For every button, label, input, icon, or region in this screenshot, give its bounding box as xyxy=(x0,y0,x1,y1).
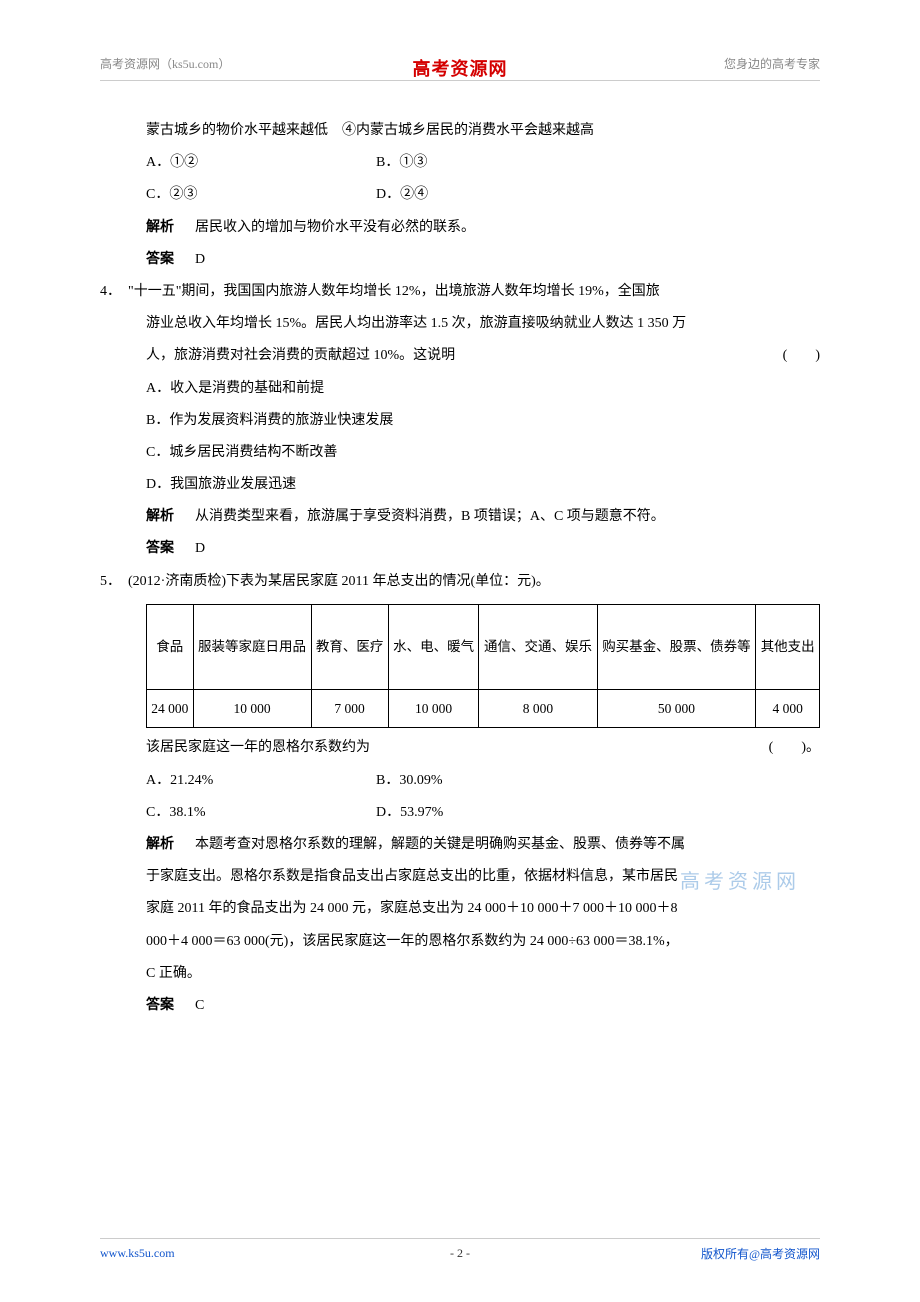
q4-explain-text: 从消费类型来看，旅游属于享受资料消费，B 项错误；A、C 项与题意不符。 xyxy=(195,509,665,524)
q3-answer: 答案 D xyxy=(146,244,820,276)
q5-body: 食品 服装等家庭日用品 教育、医疗 水、电、暖气 通信、交通、娱乐 购买基金、股… xyxy=(100,604,820,1022)
q4-body: 游业总收入年均增长 15%。居民人均出游率达 1.5 次，旅游直接吸纳就业人数达… xyxy=(100,308,820,566)
answer-label: 答案 xyxy=(146,244,174,276)
page-number: - 2 - xyxy=(450,1246,470,1261)
q4-opt-b: B．作为发展资料消费的旅游业快速发展 xyxy=(146,405,820,437)
q4-opt-c: C．城乡居民消费结构不断改善 xyxy=(146,437,820,469)
col-5: 购买基金、股票、债券等 xyxy=(597,604,756,689)
q5-exp-3: 家庭 2011 年的食品支出为 24 000 元，家庭总支出为 24 000＋1… xyxy=(146,893,820,925)
q4-stem-1: 4．"十一五"期间，我国国内旅游人数年均增长 12%，出境旅游人数年均增长 19… xyxy=(100,276,820,308)
col-3: 水、电、暖气 xyxy=(388,604,479,689)
q4-explain: 解析 从消费类型来看，旅游属于享受资料消费，B 项错误；A、C 项与题意不符。 xyxy=(146,501,820,533)
q5-exp-1: 本题考查对恩格尔系数的理解，解题的关键是明确购买基金、股票、债券等不属 xyxy=(195,837,685,852)
page: 高考资源网（ks5u.com） 高考资源网 您身边的高考专家 蒙古城乡的物价水平… xyxy=(0,0,920,1302)
q5-opt-d: D．53.97% xyxy=(376,797,443,829)
q3-opt-b: B．①③ xyxy=(376,147,427,179)
q5-stem: 5．(2012·济南质检)下表为某居民家庭 2011 年总支出的情况(单位：元)… xyxy=(100,566,820,598)
q3-explain-text: 居民收入的增加与物价水平没有必然的联系。 xyxy=(195,220,475,235)
q4-opt-a: A．收入是消费的基础和前提 xyxy=(146,373,820,405)
q5-opt-a: A．21.24% xyxy=(146,765,376,797)
explain-label: 解析 xyxy=(146,829,174,861)
q3-opt-d: D．②④ xyxy=(376,179,428,211)
header-left: 高考资源网（ks5u.com） xyxy=(100,55,230,72)
cell-3: 10 000 xyxy=(388,689,479,728)
explain-label: 解析 xyxy=(146,501,174,533)
col-4: 通信、交通、娱乐 xyxy=(479,604,597,689)
table-row: 24 000 10 000 7 000 10 000 8 000 50 000 … xyxy=(147,689,820,728)
q5-opts-row1: A．21.24% B．30.09% xyxy=(146,765,820,797)
header-center-logo: 高考资源网 xyxy=(413,55,508,81)
q5-paren: ( )。 xyxy=(769,732,820,764)
q3-opt-a: A．①② xyxy=(146,147,376,179)
q4-num: 4． xyxy=(100,276,128,308)
q5-opts-row2: C．38.1% D．53.97% xyxy=(146,797,820,829)
answer-label: 答案 xyxy=(146,533,174,565)
table-header-row: 食品 服装等家庭日用品 教育、医疗 水、电、暖气 通信、交通、娱乐 购买基金、股… xyxy=(147,604,820,689)
q5-explain: 解析 本题考查对恩格尔系数的理解，解题的关键是明确购买基金、股票、债券等不属 xyxy=(146,829,820,861)
explain-label: 解析 xyxy=(146,212,174,244)
q4: 4．"十一五"期间，我国国内旅游人数年均增长 12%，出境旅游人数年均增长 19… xyxy=(100,276,820,566)
col-6: 其他支出 xyxy=(756,604,820,689)
q5-answer-text: C xyxy=(195,998,204,1013)
q5-exp-4: 000＋4 000＝63 000(元)，该居民家庭这一年的恩格尔系数约为 24 … xyxy=(146,926,820,958)
page-header: 高考资源网（ks5u.com） 高考资源网 您身边的高考专家 xyxy=(100,55,820,72)
q4-answer: 答案 D xyxy=(146,533,820,565)
q5-after-table: 该居民家庭这一年的恩格尔系数约为 ( )。 xyxy=(146,732,820,764)
q5-exp-2: 于家庭支出。恩格尔系数是指食品支出占家庭总支出的比重，依据材料信息，某市居民 xyxy=(146,861,820,893)
q5: 5．(2012·济南质检)下表为某居民家庭 2011 年总支出的情况(单位：元)… xyxy=(100,566,820,1023)
header-right: 您身边的高考专家 xyxy=(724,55,820,72)
col-2: 教育、医疗 xyxy=(311,604,388,689)
q4-stem-3: 人，旅游消费对社会消费的贡献超过 10%。这说明 ( ) xyxy=(146,340,820,372)
content: 蒙古城乡的物价水平越来越低 ④内蒙古城乡居民的消费水平会越来越高 A．①② B．… xyxy=(100,115,820,1022)
cell-0: 24 000 xyxy=(147,689,194,728)
q3-tail: 蒙古城乡的物价水平越来越低 ④内蒙古城乡居民的消费水平会越来越高 A．①② B．… xyxy=(100,115,820,276)
q3-opt-c: C．②③ xyxy=(146,179,376,211)
cell-2: 7 000 xyxy=(311,689,388,728)
q5-num: 5． xyxy=(100,566,128,598)
q3-opts-row2: C．②③ D．②④ xyxy=(146,179,820,211)
q3-line: 蒙古城乡的物价水平越来越低 ④内蒙古城乡居民的消费水平会越来越高 xyxy=(146,115,820,147)
q4-answer-text: D xyxy=(195,541,205,556)
q4-paren: ( ) xyxy=(783,340,820,372)
col-0: 食品 xyxy=(147,604,194,689)
q4-opt-d: D．我国旅游业发展迅速 xyxy=(146,469,820,501)
q5-opt-c: C．38.1% xyxy=(146,797,376,829)
footer-left-link[interactable]: www.ks5u.com xyxy=(100,1246,175,1261)
header-rule xyxy=(100,80,820,81)
footer-row: www.ks5u.com - 2 - 版权所有@高考资源网 xyxy=(100,1245,820,1262)
q5-exp-5: C 正确。 xyxy=(146,958,820,990)
q3-explain: 解析 居民收入的增加与物价水平没有必然的联系。 xyxy=(146,212,820,244)
q3-answer-text: D xyxy=(195,252,205,267)
cell-1: 10 000 xyxy=(193,689,311,728)
cell-4: 8 000 xyxy=(479,689,597,728)
q5-opt-b: B．30.09% xyxy=(376,765,443,797)
footer-rule xyxy=(100,1238,820,1239)
q5-answer: 答案 C xyxy=(146,990,820,1022)
cell-6: 4 000 xyxy=(756,689,820,728)
q5-table: 食品 服装等家庭日用品 教育、医疗 水、电、暖气 通信、交通、娱乐 购买基金、股… xyxy=(146,604,820,729)
cell-5: 50 000 xyxy=(597,689,756,728)
answer-label: 答案 xyxy=(146,990,174,1022)
q3-opts-row1: A．①② B．①③ xyxy=(146,147,820,179)
page-footer: www.ks5u.com - 2 - 版权所有@高考资源网 xyxy=(100,1238,820,1262)
q4-stem-2: 游业总收入年均增长 15%。居民人均出游率达 1.5 次，旅游直接吸纳就业人数达… xyxy=(146,308,820,340)
footer-right: 版权所有@高考资源网 xyxy=(701,1245,820,1262)
col-1: 服装等家庭日用品 xyxy=(193,604,311,689)
